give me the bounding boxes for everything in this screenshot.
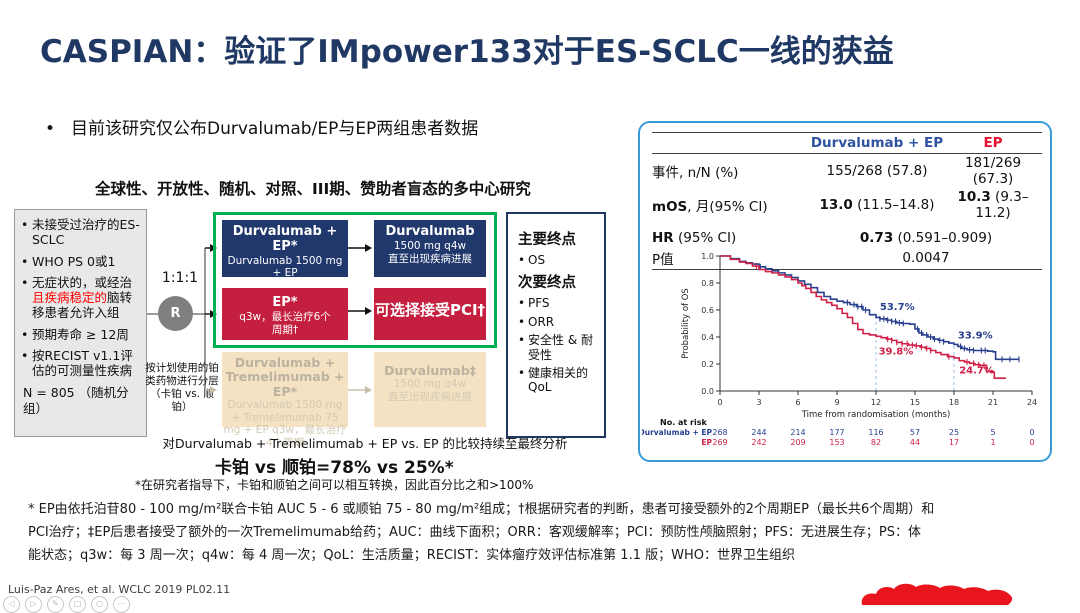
flow-arrows [147, 244, 372, 394]
study-design-header: 全球性、开放性、随机、对照、III期、赞助者盲态的多中心研究 [95, 180, 531, 198]
svg-text:82: 82 [871, 438, 881, 447]
table-row: HR (95% CI) 0.73 (0.591–0.909) [652, 230, 993, 246]
svg-text:0.6: 0.6 [701, 306, 714, 315]
column-header-ep: EP [944, 132, 1042, 154]
carboplatin-cisplatin-line: 卡铂 vs 顺铂=78% vs 25%* [215, 458, 454, 478]
svg-text:0.8: 0.8 [701, 279, 714, 288]
eligibility-item: • 无症状的，或经治且疾病稳定的脑转移患者允许入组 [21, 274, 133, 321]
enrollment-count: N = 805 （随机分组） [23, 385, 129, 416]
red-ink-annotation [861, 583, 1013, 605]
svg-text:24: 24 [1027, 398, 1037, 407]
endpoints-box: 主要终点 • OS 次要终点 • PFS • ORR • 安全性 & 耐受性 • 健康相关… [506, 212, 606, 438]
endpoint-item: • 健康相关的QoL [518, 365, 589, 395]
eligibility-item: • WHO PS 0或1 [21, 253, 116, 269]
footnote-line: PCI治疗；‡EP后患者接受了额外的一次Tremelimumab给药；AUC：曲… [28, 525, 922, 541]
endpoint-item: • 安全性 & 耐受性 [518, 333, 593, 362]
bullet-marker: • [45, 119, 56, 139]
svg-text:17: 17 [949, 438, 959, 447]
svg-text:25: 25 [949, 428, 959, 437]
os-results-table: Durvalumab + EP EP 事件, n/N (%) 155/268 (… [652, 132, 1042, 270]
svg-text:53.7%: 53.7% [880, 302, 915, 313]
randomization-ratio: 1:1:1 [161, 270, 199, 286]
slide-title: CASPIAN：验证了IMpower133对于ES-SCLC一线的获益 [40, 34, 894, 70]
svg-text:33.9%: 33.9% [958, 330, 993, 341]
svg-text:12: 12 [871, 398, 881, 407]
citation: Luis-Paz Ares, et al. WCLC 2019 PL02.11 [8, 583, 231, 596]
final-analysis-note: 对Durvalumab + Tremelimumab + EP vs. EP 的… [162, 436, 568, 451]
svg-text:No. at risk: No. at risk [660, 418, 707, 427]
eligibility-item: • 按RECIST v1.1评估的可测量性疾病 [21, 347, 133, 378]
svg-text:57: 57 [910, 428, 920, 437]
svg-text:5: 5 [990, 428, 995, 437]
arm-durvalumab-maintenance-box: Durvalumab 1500 mg q4w 直至出现疾病进展 [374, 220, 486, 277]
svg-text:153: 153 [829, 438, 844, 447]
svg-text:0.0: 0.0 [701, 387, 714, 396]
svg-text:15: 15 [910, 398, 920, 407]
svg-text:39.8%: 39.8% [879, 347, 914, 358]
svg-text:0.2: 0.2 [701, 360, 714, 369]
svg-text:18: 18 [949, 398, 959, 407]
table-row: 事件, n/N (%) 155/268 (57.8) 181/269 (67.3… [652, 155, 1022, 187]
stratification-note: 按计划使用的铂类药物进行分层（卡铂 vs. 顺铂） [145, 362, 219, 414]
svg-text:1.0: 1.0 [701, 252, 714, 261]
svg-text:244: 244 [751, 428, 766, 437]
svg-text:0.4: 0.4 [701, 333, 714, 342]
svg-text:1: 1 [990, 438, 995, 447]
arm-ep-box: EP* q3w，最长治疗6个 周期† [222, 288, 348, 340]
arm-tremelimumab-maintenance-box: Durvalumab‡ 1500 mg q4w 直至出现疾病进展 [374, 352, 486, 427]
randomization-circle: R [158, 296, 193, 331]
green-highlight-border [213, 212, 497, 348]
svg-text:44: 44 [910, 438, 920, 447]
column-header-durvalumab-ep: Durvalumab + EP [810, 132, 944, 154]
secondary-endpoints-title: 次要终点 [518, 275, 576, 292]
svg-text:0: 0 [1029, 438, 1034, 447]
svg-text:Durvalumab + EP: Durvalumab + EP [642, 428, 712, 437]
svg-text:3: 3 [756, 398, 761, 407]
km-survival-chart: 0 3 6 9 12 15 18 21 24 0.0 0.2 0.4 0.6 0.8 1.0 Time fro… [642, 252, 1037, 447]
svg-text:116: 116 [868, 428, 883, 437]
highlighted-text: 且疾病稳定的 [32, 290, 108, 305]
svg-text:EP: EP [701, 438, 712, 447]
footnotes: * EP由依托泊苷80 - 100 mg/m²联合卡铂 AUC 5 - 6 或顺… [28, 498, 1073, 567]
intro-bullet: • 目前该研究仅公布Durvalumab/EP与EP两组患者数据 [45, 114, 478, 139]
svg-text:21: 21 [988, 398, 998, 407]
results-panel: Durvalumab + EP EP 事件, n/N (%) 155/268 (… [638, 121, 1052, 462]
eligibility-box: • 未接受过治疗的ES-SCLC • WHO PS 0或1 • 无症状的，或经治且疾病… [14, 209, 147, 437]
arm-pci-option-box: 可选择接受PCI† [374, 288, 486, 340]
endpoint-item: • OS [518, 253, 546, 267]
footnote-line: 能状态；q3w：每 3 周一次；q4w：每 4 周一次；QoL：生活质量；REC… [28, 548, 795, 564]
svg-text:Probability of OS: Probability of OS [681, 288, 691, 359]
svg-text:0: 0 [717, 398, 722, 407]
carboplatin-footnote: *在研究者指导下，卡铂和顺铂之间可以相互转换，因此百分比之和>100% [135, 478, 534, 492]
svg-text:214: 214 [790, 428, 805, 437]
intro-bullet-text: 目前该研究仅公布Durvalumab/EP与EP两组患者数据 [71, 119, 479, 139]
svg-text:6: 6 [795, 398, 800, 407]
svg-text:242: 242 [751, 438, 766, 447]
svg-text:177: 177 [829, 428, 844, 437]
footnote-line: * EP由依托泊苷80 - 100 mg/m²联合卡铂 AUC 5 - 6 或顺… [28, 502, 935, 517]
svg-text:269: 269 [712, 438, 727, 447]
primary-endpoints-title: 主要终点 [518, 232, 576, 248]
arm-tremelimumab-box: Durvalumab + Tremelimumab + EP* Durvalum… [222, 352, 348, 449]
svg-text:Time from randomisation (month: Time from randomisation (months) [801, 410, 951, 420]
eligibility-item: • 未接受过治疗的ES-SCLC [21, 217, 140, 248]
svg-text:9: 9 [834, 398, 839, 407]
eligibility-item: • 预期寿命 ≥ 12周 [21, 326, 129, 342]
table-row: mOS, 月(95% CI) 13.0 (11.5–14.8) 10.3 (9.… [652, 189, 1029, 221]
svg-text:24.7%: 24.7% [959, 365, 994, 376]
endpoint-item: • PFS [518, 296, 550, 311]
svg-text:0: 0 [1029, 428, 1034, 437]
svg-text:268: 268 [712, 428, 727, 437]
arm-durvalumab-ep-box: Durvalumab + EP* Durvalumab 1500 mg + EP… [222, 220, 348, 292]
svg-text:209: 209 [790, 438, 805, 447]
endpoint-item: • ORR [518, 314, 555, 329]
